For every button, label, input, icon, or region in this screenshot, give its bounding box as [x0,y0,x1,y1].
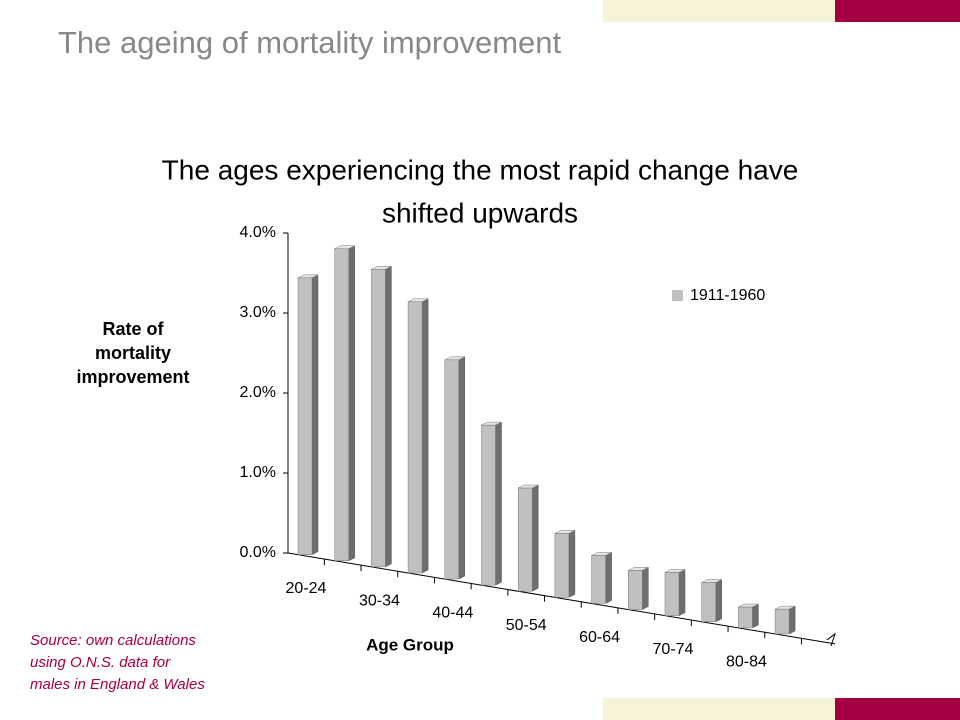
bar [738,606,753,629]
decor-band [835,698,960,720]
chart-title: The ages experiencing the most rapid cha… [162,154,799,185]
decor-band [835,0,960,22]
chart-title: shifted upwards [382,197,578,228]
bar-side [752,603,759,629]
x-tick-label: 60-64 [579,629,620,646]
x-tick-label: 20-24 [286,580,327,597]
x-tick-label: 30-34 [359,592,400,609]
axis-break [826,632,836,647]
bar-side [495,421,502,586]
bar [297,277,313,555]
legend-swatch [672,290,683,301]
x-axis-label: Age Group [366,635,454,654]
source-note: Source: own calculations [30,632,196,649]
bar [628,570,643,610]
bar-side [568,529,576,598]
bar [481,424,496,586]
decor-band [603,698,835,720]
bar [701,582,716,623]
y-axis-label: mortality [95,343,171,363]
bar-side [531,484,539,592]
y-tick-label: 4.0% [240,224,276,241]
legend-label: 1911-1960 [690,287,765,304]
y-tick-label: 0.0% [240,544,276,561]
y-axis-label: Rate of [102,319,164,339]
slide-title: The ageing of mortality improvement [58,25,562,60]
y-tick-label: 2.0% [240,384,276,401]
x-axis [287,552,836,645]
bar-side [788,605,796,635]
bar [407,301,423,574]
y-tick-label: 1.0% [240,464,276,481]
bar [774,608,790,635]
bar-side [311,274,319,556]
x-tick-label: 40-44 [432,605,473,622]
x-tick-label: 70-74 [653,641,694,658]
bar-side [348,245,355,562]
bar [517,487,533,592]
y-tick-label: 3.0% [240,304,276,321]
bar-side [642,566,649,610]
bar-side [385,265,392,568]
source-note: males in England & Wales [30,676,205,693]
bar-side [458,356,466,580]
bar-side [421,298,429,574]
bar [334,248,349,562]
decor-band [603,0,835,22]
bar [554,533,570,598]
source-note: using O.N.S. data for [30,654,171,671]
bar-side [715,579,722,623]
x-tick-label: 50-54 [506,617,547,634]
bar-side [678,569,686,617]
bar [591,555,606,604]
y-axis-label: improvement [76,367,189,387]
bar [371,269,386,568]
bar [444,359,460,580]
bar-side [605,552,612,604]
bar [664,572,680,616]
x-tick-label: 80-84 [726,653,767,670]
